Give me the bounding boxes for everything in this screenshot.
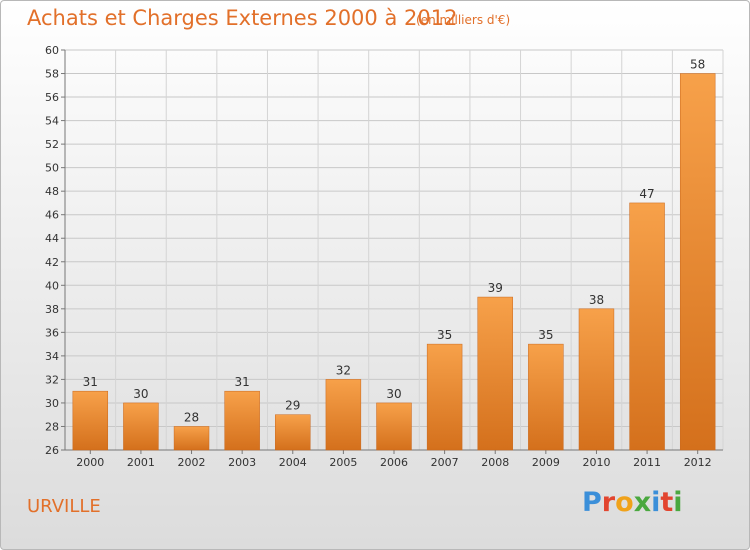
y-tick-label: 34 [45,350,59,363]
bar-2012 [679,73,716,451]
data-label: 35 [538,328,553,342]
x-tick-label: 2009 [532,456,560,469]
logo-letter: i [651,487,661,518]
data-label: 32 [336,363,351,377]
logo-letter: o [615,487,634,518]
bar-2011 [629,202,665,451]
data-label: 47 [639,187,654,201]
data-label: 35 [437,328,452,342]
logo-letter: P [582,487,602,518]
data-label: 30 [133,387,148,401]
logo-letter: i [673,487,683,518]
chart-title: Achats et Charges Externes 2000 à 2012 [27,6,458,30]
y-tick-label: 26 [45,444,59,457]
y-tick-label: 60 [45,44,59,57]
y-tick-label: 48 [45,185,59,198]
y-tick-label: 44 [45,232,59,245]
data-label: 31 [83,375,98,389]
y-tick-label: 28 [45,420,59,433]
chart-subtitle: (en milliers d'€) [416,13,511,27]
bar-2008 [477,296,513,451]
y-tick-label: 52 [45,138,59,151]
axes: 26 28 30 32 34 36 38 40 42 44 46 48 50 52 54 56 58 60 2000… [45,44,723,469]
x-tick-label: 2003 [228,456,256,469]
y-tick-label: 36 [45,326,59,339]
proxiti-logo[interactable]: Proxiti [582,487,683,518]
data-label: 29 [285,399,300,413]
bar-2001 [123,402,159,451]
x-tick-label: 2001 [127,456,155,469]
logo-letter: x [633,487,652,518]
x-tick-label: 2005 [329,456,357,469]
x-tick-label: 2006 [380,456,408,469]
y-tick-label: 42 [45,256,59,269]
x-tick-label: 2010 [582,456,610,469]
y-tick-label: 50 [45,162,59,175]
bar-2010 [578,308,615,451]
data-label: 39 [488,281,503,295]
place-name: URVILLE [27,496,101,517]
bar-2002 [173,426,210,451]
data-label: 38 [589,293,604,307]
x-tick-label: 2002 [178,456,206,469]
y-tick-label: 38 [45,303,59,316]
x-tick-label: 2008 [481,456,509,469]
bar-2004 [275,414,311,451]
y-tick-label: 32 [45,373,59,386]
bar-2005 [325,379,362,451]
bars [72,73,716,451]
data-labels: 31 30 28 31 29 32 30 35 39 35 38 47 58 [83,58,706,425]
bar-2000 [72,390,109,451]
y-tick-label: 30 [45,397,59,410]
data-label: 28 [184,410,199,424]
x-tick-label: 2011 [633,456,661,469]
y-tick-label: 58 [45,68,59,81]
y-tick-label: 54 [45,115,59,128]
bar-2009 [528,343,564,451]
y-tick-label: 46 [45,209,59,222]
logo-letter: r [601,487,616,518]
x-tick-label: 2007 [431,456,459,469]
x-tick-label: 2004 [279,456,307,469]
x-tick-label: 2000 [76,456,104,469]
bar-2007 [426,343,463,451]
data-label: 30 [386,387,401,401]
bar-2003 [224,390,260,451]
x-tick-label: 2012 [684,456,712,469]
data-label: 58 [690,58,705,72]
data-label: 31 [235,375,250,389]
logo-letter: t [660,487,674,518]
bar-2006 [376,402,412,451]
y-tick-label: 40 [45,279,59,292]
y-tick-label: 56 [45,91,59,104]
